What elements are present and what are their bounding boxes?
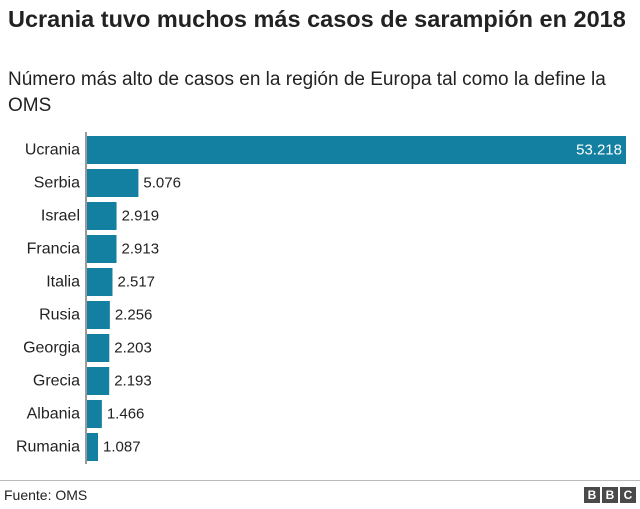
category-label: Francia: [27, 241, 80, 258]
bar: [87, 202, 117, 230]
bar-group: Italia 2.517: [46, 268, 155, 296]
bar: [87, 235, 117, 263]
bar-group: Israel 2.919: [41, 202, 159, 230]
value-label: 2.256: [115, 307, 153, 324]
bar: [87, 169, 139, 197]
category-label: Rumania: [16, 439, 80, 456]
category-label: Albania: [27, 406, 80, 423]
bar-group: Serbia 5.076: [34, 169, 181, 197]
value-label: 1.087: [103, 439, 141, 456]
value-label: 5.076: [143, 175, 181, 192]
bar: [87, 334, 110, 362]
value-label: 2.193: [114, 373, 152, 390]
bar: [87, 400, 102, 428]
bar-chart: Ucrania 53.218 Serbia 5.076 Israel 2.919 Franc…: [16, 132, 626, 464]
logo-letter: B: [587, 488, 597, 502]
bar-group: Grecia 2.193: [33, 367, 152, 395]
source-note: Fuente: OMS: [4, 487, 88, 503]
category-label: Ucrania: [25, 142, 80, 159]
footer-divider: [0, 480, 640, 481]
bar: [87, 268, 113, 296]
bar-group: Francia 2.913: [27, 235, 159, 263]
value-label: 2.919: [122, 208, 160, 225]
bar-group: Ucrania 53.218: [25, 136, 626, 164]
value-label: 2.913: [122, 241, 160, 258]
bar: [87, 367, 110, 395]
value-label: 53.218: [576, 142, 622, 159]
value-label: 2.517: [117, 274, 155, 291]
bar: [87, 301, 110, 329]
category-label: Israel: [41, 208, 80, 225]
value-label: 2.203: [114, 340, 152, 357]
bbc-logo: B B C: [584, 487, 636, 503]
bar-group: Rumania 1.087: [16, 433, 141, 461]
bar: [87, 136, 626, 164]
category-label: Rusia: [39, 307, 80, 324]
logo-block-1: B: [584, 487, 600, 503]
bar-group: Albania 1.466: [27, 400, 145, 428]
category-label: Georgia: [23, 340, 80, 357]
logo-letter: C: [623, 488, 633, 502]
value-label: 1.466: [107, 406, 145, 423]
category-label: Grecia: [33, 373, 80, 390]
logo-block-3: C: [620, 487, 636, 503]
chart-title: Ucrania tuvo muchos más casos de sarampi…: [8, 6, 626, 32]
category-label: Italia: [46, 274, 80, 291]
chart-subtitle: Número más alto de casos en la región de…: [8, 69, 606, 116]
category-label: Serbia: [34, 175, 80, 192]
bar: [87, 433, 99, 461]
logo-block-2: B: [602, 487, 618, 503]
bar-group: Rusia 2.256: [39, 301, 152, 329]
logo-letter: B: [605, 488, 615, 502]
bar-group: Georgia 2.203: [23, 334, 152, 362]
